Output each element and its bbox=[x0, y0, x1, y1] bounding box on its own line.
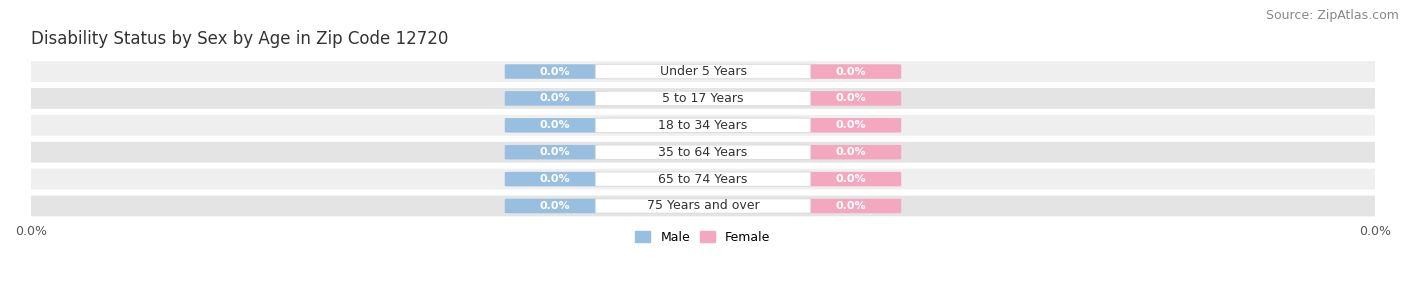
FancyBboxPatch shape bbox=[596, 91, 810, 106]
Text: 0.0%: 0.0% bbox=[540, 201, 571, 211]
FancyBboxPatch shape bbox=[21, 141, 1385, 164]
FancyBboxPatch shape bbox=[800, 91, 901, 106]
FancyBboxPatch shape bbox=[596, 118, 810, 133]
FancyBboxPatch shape bbox=[21, 87, 1385, 110]
Text: 0.0%: 0.0% bbox=[835, 67, 866, 77]
Text: Disability Status by Sex by Age in Zip Code 12720: Disability Status by Sex by Age in Zip C… bbox=[31, 30, 449, 48]
Text: 0.0%: 0.0% bbox=[540, 120, 571, 130]
FancyBboxPatch shape bbox=[800, 172, 901, 186]
FancyBboxPatch shape bbox=[505, 64, 606, 79]
Text: 5 to 17 Years: 5 to 17 Years bbox=[662, 92, 744, 105]
FancyBboxPatch shape bbox=[800, 199, 901, 213]
Text: Source: ZipAtlas.com: Source: ZipAtlas.com bbox=[1265, 9, 1399, 22]
FancyBboxPatch shape bbox=[596, 64, 810, 79]
FancyBboxPatch shape bbox=[596, 145, 810, 160]
FancyBboxPatch shape bbox=[596, 172, 810, 186]
Text: 0.0%: 0.0% bbox=[835, 201, 866, 211]
FancyBboxPatch shape bbox=[800, 145, 901, 160]
Text: 0.0%: 0.0% bbox=[835, 174, 866, 184]
Text: 0.0%: 0.0% bbox=[835, 120, 866, 130]
FancyBboxPatch shape bbox=[505, 118, 606, 133]
Text: 18 to 34 Years: 18 to 34 Years bbox=[658, 119, 748, 132]
Text: 0.0%: 0.0% bbox=[540, 93, 571, 103]
FancyBboxPatch shape bbox=[505, 91, 606, 106]
Text: 35 to 64 Years: 35 to 64 Years bbox=[658, 146, 748, 159]
FancyBboxPatch shape bbox=[21, 60, 1385, 83]
FancyBboxPatch shape bbox=[21, 168, 1385, 191]
FancyBboxPatch shape bbox=[505, 145, 606, 160]
Text: 0.0%: 0.0% bbox=[540, 174, 571, 184]
FancyBboxPatch shape bbox=[505, 199, 606, 213]
FancyBboxPatch shape bbox=[800, 118, 901, 133]
FancyBboxPatch shape bbox=[505, 172, 606, 186]
Text: 0.0%: 0.0% bbox=[540, 147, 571, 157]
Text: 0.0%: 0.0% bbox=[540, 67, 571, 77]
Text: 65 to 74 Years: 65 to 74 Years bbox=[658, 173, 748, 186]
FancyBboxPatch shape bbox=[21, 114, 1385, 137]
Text: Under 5 Years: Under 5 Years bbox=[659, 65, 747, 78]
FancyBboxPatch shape bbox=[800, 64, 901, 79]
FancyBboxPatch shape bbox=[596, 199, 810, 213]
Text: 0.0%: 0.0% bbox=[835, 147, 866, 157]
FancyBboxPatch shape bbox=[21, 195, 1385, 217]
Legend: Male, Female: Male, Female bbox=[630, 226, 776, 249]
Text: 75 Years and over: 75 Years and over bbox=[647, 199, 759, 212]
Text: 0.0%: 0.0% bbox=[835, 93, 866, 103]
